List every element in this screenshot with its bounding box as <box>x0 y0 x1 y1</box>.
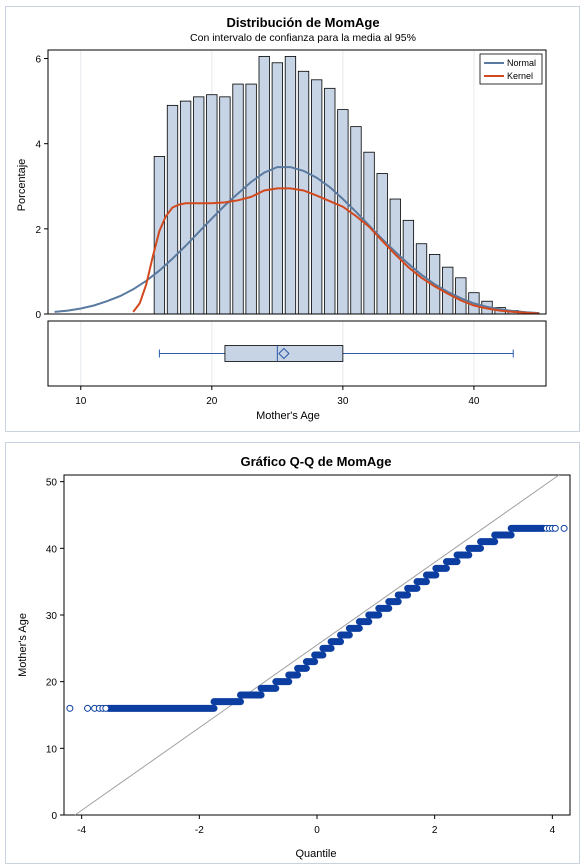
x-tick-label: 40 <box>468 396 480 407</box>
histogram-subtitle: Con intervalo de confianza para la media… <box>190 32 416 44</box>
y-tick-label: 6 <box>35 55 41 66</box>
x-tick-label: 10 <box>75 396 87 407</box>
legend-label-kernel: Kernel <box>507 71 533 81</box>
histogram-chart: Distribución de MomAge Con intervalo de … <box>16 15 547 422</box>
y-tick-label: 0 <box>35 310 41 321</box>
x-tick-label: -2 <box>195 825 204 836</box>
qq-plot-panel: Gráfico Q-Q de MomAge Mother's Age Quant… <box>5 442 580 864</box>
qq-point <box>66 704 74 712</box>
histogram-bar <box>284 55 297 315</box>
legend-frame <box>479 53 543 85</box>
x-tick-label: -4 <box>77 825 86 836</box>
y-tick-label: 50 <box>46 478 58 489</box>
y-tick-label: 4 <box>35 140 41 151</box>
qq-reference-line <box>74 474 560 816</box>
histogram-bar <box>206 94 218 315</box>
density-curve-normal <box>54 166 540 315</box>
histogram-bar <box>337 109 349 315</box>
y-tick-label: 2 <box>35 225 41 236</box>
histogram-plot-frame <box>47 49 547 315</box>
qq-point <box>102 704 110 712</box>
qq-point <box>560 524 568 532</box>
histogram-bar <box>153 156 166 315</box>
qq-plot-title: Gráfico Q-Q de MomAge <box>241 454 392 469</box>
x-tick-label: 30 <box>337 396 349 407</box>
qq-plot-y-axis-label: Mother's Age <box>17 613 29 677</box>
x-tick-label: 4 <box>550 825 556 836</box>
boxplot-mean-marker <box>278 347 290 360</box>
histogram-bar <box>166 104 179 315</box>
x-tick-label: 20 <box>206 396 218 407</box>
histogram-bar <box>389 198 401 315</box>
y-tick-label: 40 <box>46 544 58 555</box>
histogram-bar <box>245 83 257 315</box>
histogram-y-axis-label: Porcentaje <box>16 159 28 212</box>
y-tick-label: 20 <box>46 678 58 689</box>
qq-point <box>551 524 559 532</box>
qq-plot-chart: Gráfico Q-Q de MomAge Mother's Age Quant… <box>17 454 571 860</box>
histogram-bar <box>363 151 375 315</box>
histogram-title: Distribución de MomAge <box>226 15 379 30</box>
histogram-bar <box>193 96 205 315</box>
boxplot-box <box>224 345 344 362</box>
qq-plot-x-axis-label: Quantile <box>296 848 337 860</box>
qq-point <box>84 704 92 712</box>
histogram-bar <box>258 55 270 315</box>
x-tick-label: 0 <box>314 825 320 836</box>
x-tick-label: 2 <box>432 825 438 836</box>
y-tick-label: 30 <box>46 611 58 622</box>
y-tick-label: 0 <box>51 811 57 822</box>
histogram-panel: Distribución de MomAge Con intervalo de … <box>5 6 580 432</box>
y-tick-label: 10 <box>46 744 58 755</box>
legend-label-normal: Normal <box>507 58 536 68</box>
boxplot-frame <box>47 320 547 387</box>
histogram-x-axis-label: Mother's Age <box>256 410 320 422</box>
histogram-legend: Normal Kernel <box>479 53 543 85</box>
density-curve-kernel <box>132 187 540 315</box>
histogram-bar <box>179 100 192 315</box>
